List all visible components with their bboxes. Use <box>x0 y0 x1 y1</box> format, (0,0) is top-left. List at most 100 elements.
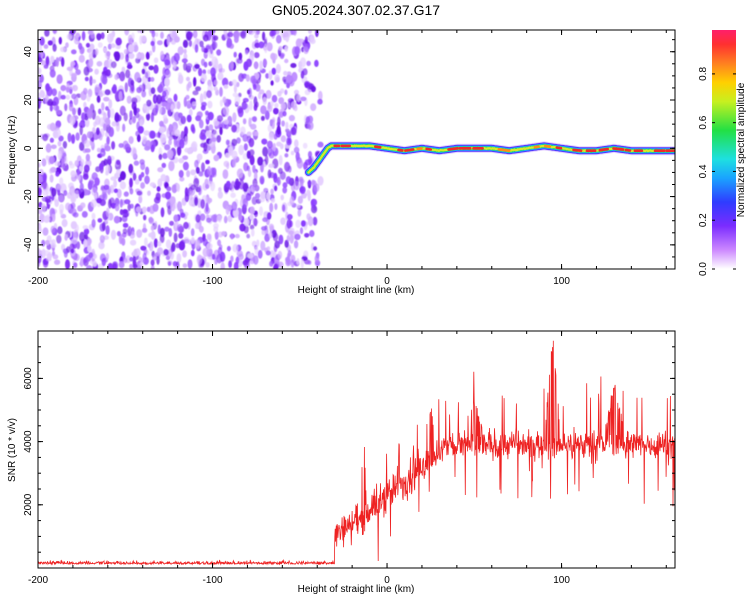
spectrogram-noise-blob <box>257 249 263 259</box>
spectrogram-noise-blob <box>253 52 260 59</box>
spectrogram-noise-blob <box>262 217 268 223</box>
spectrogram-noise-blob <box>213 226 219 233</box>
spectrogram-noise-blob <box>79 125 83 136</box>
spectrogram-noise-blob <box>115 37 122 46</box>
spectrogram-noise-blob <box>210 67 217 77</box>
spectrogram-noise-blob <box>302 68 308 76</box>
spectrogram-noise-blob <box>223 215 228 224</box>
spectrogram-noise-blob <box>75 69 81 76</box>
spectrogram-noise-blob <box>238 253 244 260</box>
spectrogram-noise-blob <box>292 30 297 36</box>
spectrogram-noise-blob <box>217 72 224 81</box>
spectrogram-noise-blob <box>132 147 137 158</box>
spectrogram-noise-blob <box>294 233 301 241</box>
spectrogram-noise-blob <box>233 51 237 58</box>
spectrogram-noise-blob <box>114 51 121 62</box>
spectrogram-noise-blob <box>207 166 212 175</box>
spectrogram-x-tick-label: -200 <box>28 276 48 287</box>
spectrogram-noise-blob <box>232 243 239 253</box>
spectrogram-noise-blob <box>73 253 80 262</box>
spectrogram-noise-blob <box>194 196 199 206</box>
spectrogram-noise-blob <box>166 149 174 160</box>
spectrogram-noise-blob <box>156 186 161 192</box>
spectrogram-noise-blob <box>304 80 310 88</box>
spectrogram-noise-blob <box>227 215 233 223</box>
spectrogram-noise-blob <box>286 235 290 242</box>
spectrogram-x-tick-label: 100 <box>553 276 570 287</box>
spectrogram-noise-blob <box>140 182 146 189</box>
spectrogram-y-tick-label: -40 <box>23 237 34 252</box>
spectrogram-noise-blob <box>243 224 249 234</box>
spectrogram-noise-blob <box>157 178 163 188</box>
spectrogram-noise-blob <box>157 167 164 173</box>
spectrogram-noise-blob <box>216 253 223 264</box>
spectrogram-noise-blob <box>82 225 89 230</box>
spectrogram-noise-blob <box>273 107 279 115</box>
spectrogram-noise-blob <box>236 81 240 88</box>
spectrogram-noise-blob <box>314 255 320 263</box>
spectrogram-noise-blob <box>111 203 116 209</box>
spectrogram-noise-blob <box>169 220 175 226</box>
spectrogram-noise-blob <box>52 130 59 139</box>
spectrogram-noise-blob <box>72 212 79 218</box>
spectrogram-noise-blob <box>78 54 85 63</box>
spectrogram-noise-blob <box>180 115 186 125</box>
spectrogram-noise-blob <box>149 130 156 139</box>
spectrogram-noise-blob <box>275 63 281 74</box>
spectrogram-noise-blob <box>262 31 266 41</box>
spectrogram-noise-blob <box>145 140 152 150</box>
spectrogram-noise-blob <box>179 138 185 149</box>
spectrogram-noise-blob <box>226 37 233 48</box>
spectrogram-noise-blob <box>255 192 261 199</box>
spectrogram-noise-blob <box>165 239 172 249</box>
spectrogram-noise-blob <box>147 190 151 196</box>
spectrogram-noise-blob <box>310 103 317 111</box>
spectrogram-noise-blob <box>45 56 50 67</box>
spectrogram-noise-blob <box>159 120 164 128</box>
spectrogram-noise-blob <box>141 68 146 75</box>
spectrogram-noise-blob <box>293 240 299 249</box>
spectrogram-noise-blob <box>77 107 82 116</box>
spectrogram-noise-blob <box>259 175 265 185</box>
spectrogram-noise-blob <box>139 159 145 165</box>
spectrogram-noise-blob <box>133 160 140 166</box>
spectrogram-noise-blob <box>235 178 240 189</box>
spectrogram-noise-blob <box>65 259 70 269</box>
spectrogram-trace-peak <box>416 147 423 151</box>
spectrogram-noise-blob <box>202 34 209 42</box>
spectrogram-noise-blob <box>46 253 53 259</box>
spectrogram-noise-blob <box>71 72 78 78</box>
spectrogram-noise-blob <box>65 86 70 93</box>
spectrogram-noise-blob <box>250 123 257 130</box>
spectrogram-noise-blob <box>162 152 168 159</box>
spectrogram-noise-blob <box>221 77 229 87</box>
spectrogram-noise-blob <box>129 256 134 262</box>
spectrogram-noise-blob <box>282 31 289 38</box>
spectrogram-noise-blob <box>231 201 238 211</box>
spectrogram-noise-blob <box>114 112 120 123</box>
spectrogram-noise-blob <box>84 76 89 82</box>
spectrogram-noise-blob <box>206 197 211 205</box>
spectrogram-noise-blob <box>167 109 171 117</box>
spectrogram-noise-blob <box>251 228 255 237</box>
spectrogram-noise-blob <box>176 145 182 156</box>
spectrogram-noise-blob <box>100 148 106 153</box>
spectrogram-noise-blob <box>129 188 134 195</box>
spectrogram-noise-blob <box>300 220 306 227</box>
spectrogram-noise-blob <box>103 123 107 131</box>
spectrogram-noise-blob <box>279 143 284 150</box>
spectrogram-noise-blob <box>72 232 79 238</box>
spectrogram-noise-blob <box>262 146 268 157</box>
spectrogram-noise-blob <box>96 95 101 103</box>
spectrogram-noise-blob <box>123 191 129 197</box>
spectrogram-noise-blob <box>185 94 190 100</box>
spectrogram-noise-blob <box>114 74 119 81</box>
spectrogram-noise-blob <box>151 30 156 38</box>
spectrogram-noise-blob <box>173 93 178 102</box>
spectrogram-noise-blob <box>205 202 209 213</box>
spectrogram-noise-blob <box>122 228 128 235</box>
spectrogram-noise-blob <box>293 146 300 154</box>
spectrogram-noise-blob <box>278 45 283 51</box>
spectrogram-noise-blob <box>176 253 182 263</box>
spectrogram-noise-blob <box>79 165 84 171</box>
